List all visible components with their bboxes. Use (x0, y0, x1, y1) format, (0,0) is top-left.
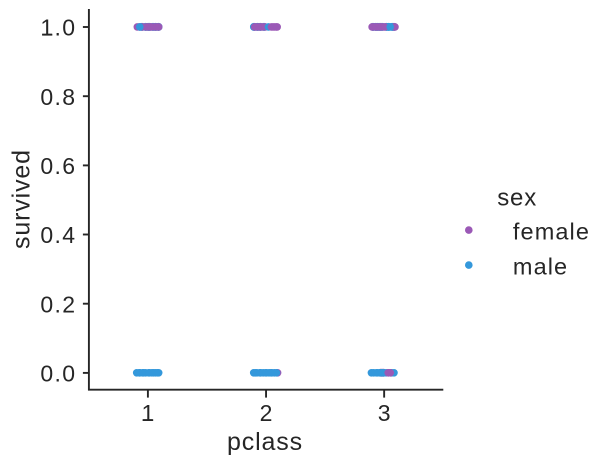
svg-text:0.8: 0.8 (40, 84, 76, 110)
svg-text:1: 1 (142, 400, 155, 426)
svg-text:0.2: 0.2 (40, 291, 76, 317)
svg-text:sex: sex (497, 185, 537, 212)
svg-text:2: 2 (260, 400, 273, 426)
svg-text:female: female (513, 219, 590, 245)
svg-text:0.4: 0.4 (40, 222, 76, 248)
svg-text:male: male (513, 254, 568, 280)
svg-text:0.0: 0.0 (40, 361, 76, 387)
svg-text:1.0: 1.0 (40, 15, 76, 41)
svg-text:pclass: pclass (227, 428, 303, 456)
svg-text:0.6: 0.6 (40, 153, 76, 179)
svg-text:survived: survived (8, 149, 36, 249)
svg-text:3: 3 (378, 400, 391, 426)
